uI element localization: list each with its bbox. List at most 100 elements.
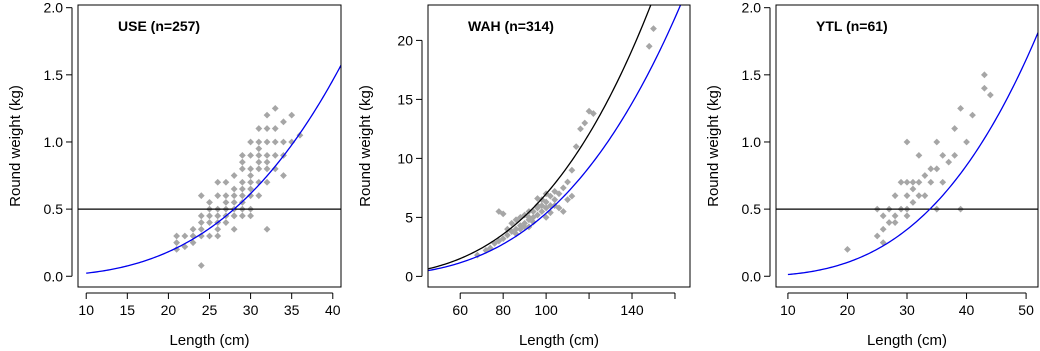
x-tick-label: 40: [959, 302, 975, 318]
data-point: [564, 178, 571, 186]
data-point: [214, 212, 222, 220]
data-point: [891, 192, 899, 200]
data-point: [197, 225, 205, 233]
data-point: [986, 91, 994, 99]
data-point: [214, 232, 222, 240]
data-point: [551, 188, 559, 195]
data-point: [238, 212, 246, 220]
data-point: [255, 125, 263, 132]
data-point: [222, 192, 230, 200]
data-point: [903, 178, 911, 186]
data-point: [542, 198, 550, 206]
plot-frame: [77, 4, 342, 288]
data-point: [499, 235, 507, 243]
data-point: [238, 178, 246, 186]
data-point: [222, 178, 230, 186]
data-point: [197, 192, 205, 200]
y-tick-label: 0.5: [742, 201, 762, 217]
x-tick-label: 25: [202, 302, 218, 318]
data-point: [486, 244, 494, 252]
panel-ytl: 10 20 30 40 50 0.0 0.5 1.0 1.5 2.0 Length (cm) Roun…: [705, 0, 1039, 349]
data-point: [288, 111, 296, 119]
data-point: [909, 199, 917, 206]
data-point: [247, 192, 254, 200]
data-point: [255, 192, 263, 200]
plot-area: [428, 5, 682, 272]
x-axis-label: Length (cm): [169, 332, 249, 349]
data-point: [197, 262, 205, 269]
data-point: [238, 192, 246, 200]
data-point: [197, 219, 205, 226]
data-point: [263, 158, 271, 166]
data-point: [572, 143, 580, 150]
x-axis-label: Length (cm): [867, 332, 947, 349]
data-point: [903, 212, 911, 220]
data-point: [214, 178, 222, 186]
data-point: [255, 165, 263, 173]
data-point: [927, 178, 935, 186]
x-tick-label: 80: [495, 302, 511, 318]
y-tick-label: 0.5: [44, 201, 64, 217]
data-point: [879, 225, 887, 233]
data-point: [915, 192, 923, 200]
x-tick-label: 10: [78, 302, 94, 318]
x-tick-label: 20: [161, 302, 177, 318]
x-tick-label: 35: [284, 302, 300, 318]
data-point: [564, 196, 571, 204]
x-tick-label: 15: [120, 302, 136, 318]
plot-area: [776, 32, 1038, 276]
y-tick-label: 2.0: [44, 0, 64, 16]
data-point: [238, 165, 246, 173]
data-point: [271, 165, 279, 173]
data-point: [206, 232, 213, 240]
y-axis-label: Round weight (kg): [705, 85, 722, 207]
data-point: [963, 138, 970, 146]
data-point: [238, 185, 246, 193]
data-point: [551, 196, 559, 204]
y-tick-label: 15: [397, 91, 413, 107]
data-point: [897, 178, 905, 186]
fit-curve: [787, 32, 1038, 276]
data-point: [197, 232, 205, 240]
data-point: [288, 138, 296, 146]
x-tick-label: 50: [1018, 302, 1034, 318]
data-point: [296, 131, 304, 139]
data-point: [255, 158, 263, 166]
data-point: [280, 172, 287, 179]
y-axis-label: Round weight (kg): [357, 85, 374, 207]
data-point: [173, 232, 181, 240]
panel-title: YTL (n=61): [816, 18, 888, 34]
data-point: [568, 166, 576, 174]
data-point: [981, 71, 988, 79]
data-point: [230, 192, 238, 200]
data-point: [230, 172, 238, 179]
data-point: [271, 105, 279, 112]
data-point: [921, 172, 929, 179]
data-point: [238, 158, 246, 166]
data-point: [189, 225, 197, 233]
data-point: [263, 178, 271, 186]
data-point: [238, 152, 246, 159]
data-point: [230, 199, 238, 206]
data-point: [206, 219, 213, 226]
data-point: [981, 84, 988, 92]
x-tick-label: 30: [243, 302, 259, 318]
data-point: [915, 178, 923, 186]
data-point: [559, 208, 567, 215]
data-point: [589, 110, 597, 117]
data-point: [263, 111, 271, 119]
data-point: [577, 125, 584, 133]
data-point: [529, 218, 537, 226]
data-point: [891, 212, 899, 220]
y-tick-label: 5: [405, 209, 413, 225]
data-point: [263, 165, 271, 173]
data-point: [280, 138, 287, 146]
y-tick-label: 1.5: [44, 67, 64, 83]
data-point: [547, 192, 554, 200]
data-point: [933, 138, 941, 146]
y-tick-label: 0: [405, 268, 413, 284]
data-point: [555, 204, 563, 212]
data-point: [521, 223, 529, 231]
data-point: [969, 111, 976, 119]
